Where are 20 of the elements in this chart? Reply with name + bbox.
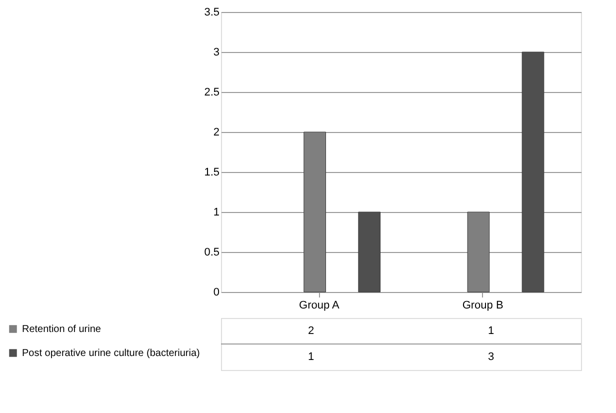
data-label: 1 xyxy=(488,325,494,337)
y-tick-label: 1.5 xyxy=(204,166,220,178)
y-tick-label: 2.5 xyxy=(204,86,220,98)
y-tick-label: 3.5 xyxy=(204,6,220,18)
bar xyxy=(467,212,490,292)
y-tick-label: 0.5 xyxy=(204,246,220,258)
legend-label: Post operative urine culture (bacteriuria) xyxy=(22,348,200,359)
x-tick-label: Group A xyxy=(299,300,340,312)
data-label: 3 xyxy=(488,351,494,363)
y-tick-label: 3 xyxy=(213,46,220,58)
y-tick-label: 2 xyxy=(213,126,220,138)
y-tick-label: 0 xyxy=(213,286,220,298)
x-tick-label: Group B xyxy=(462,300,504,312)
legend-label: Retention of urine xyxy=(22,324,102,335)
bar xyxy=(522,52,544,292)
data-label: 1 xyxy=(308,351,314,363)
data-label: 2 xyxy=(308,325,314,337)
bar xyxy=(304,132,326,292)
bar xyxy=(358,212,381,292)
y-tick-label: 1 xyxy=(213,206,220,218)
